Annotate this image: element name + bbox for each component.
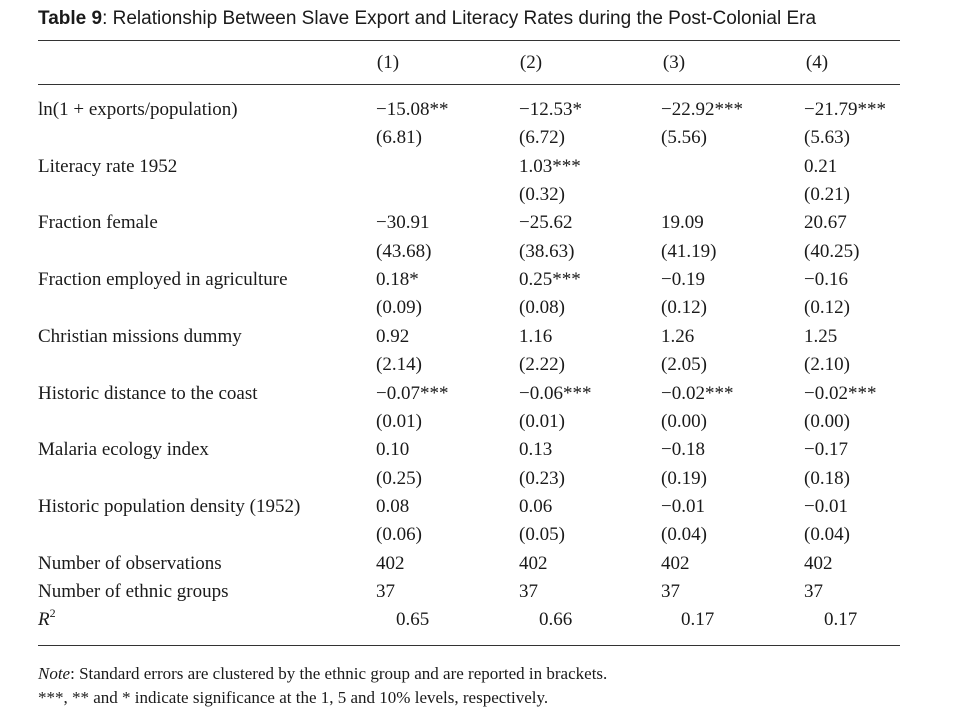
coefficient-cell: 0.21 <box>804 156 838 177</box>
stat-value-cell: 402 <box>804 553 833 574</box>
stat-value-cell: 402 <box>376 553 405 574</box>
standard-error-cell: (2.10) <box>804 354 850 375</box>
note-lead: Note <box>38 664 71 683</box>
coefficient-cell: 0.92 <box>376 326 410 347</box>
column-header: (2) <box>519 52 543 73</box>
coefficient-cell: −0.02*** <box>804 383 877 404</box>
standard-error-cell: (0.32) <box>519 184 565 205</box>
standard-error-cell: (2.05) <box>661 354 707 375</box>
standard-error-cell: (0.12) <box>661 297 707 318</box>
column-header: (1) <box>376 52 400 73</box>
coefficient-cell: 0.10 <box>376 439 410 460</box>
coefficient-cell: −30.91 <box>376 212 430 233</box>
coefficient-cell: −0.06*** <box>519 383 592 404</box>
coefficient-cell: −22.92*** <box>661 99 743 120</box>
r-squared-value-cell: 0.17 <box>824 609 858 630</box>
standard-error-cell: (6.72) <box>519 127 565 148</box>
stat-value-cell: 402 <box>661 553 690 574</box>
standard-error-cell: (43.68) <box>376 241 432 262</box>
stat-value-cell: 37 <box>376 581 395 602</box>
r-squared-value-cell: 0.66 <box>539 609 573 630</box>
standard-error-cell: (6.81) <box>376 127 422 148</box>
standard-error-cell: (40.25) <box>804 241 860 262</box>
coefficient-cell: −0.16 <box>804 269 848 290</box>
standard-error-cell: (0.04) <box>661 524 707 545</box>
row-label: Malaria ecology index <box>38 439 209 460</box>
standard-error-cell: (0.05) <box>519 524 565 545</box>
row-label: Christian missions dummy <box>38 326 242 347</box>
coefficient-cell: 0.06 <box>519 496 553 517</box>
coefficient-cell: −0.19 <box>661 269 705 290</box>
coefficient-cell: 0.13 <box>519 439 553 460</box>
stat-label: Number of observations <box>38 553 222 574</box>
coefficient-cell: −0.18 <box>661 439 705 460</box>
coefficient-cell: 0.08 <box>376 496 410 517</box>
coefficient-cell: 1.26 <box>661 326 695 347</box>
coefficient-cell: 1.16 <box>519 326 553 347</box>
standard-error-cell: (41.19) <box>661 241 717 262</box>
coefficient-cell: −0.01 <box>804 496 848 517</box>
bottom-rule <box>38 645 900 646</box>
standard-error-cell: (5.56) <box>661 127 707 148</box>
coefficient-cell: −0.02*** <box>661 383 734 404</box>
coefficient-cell: −25.62 <box>519 212 573 233</box>
standard-error-cell: (0.25) <box>376 468 422 489</box>
standard-error-cell: (2.22) <box>519 354 565 375</box>
row-label: Historic population density (1952) <box>38 496 301 517</box>
standard-error-cell: (0.00) <box>661 411 707 432</box>
row-label: ln(1 + exports/population) <box>38 99 238 120</box>
r-squared-value-cell: 0.65 <box>396 609 430 630</box>
coefficient-cell: 20.67 <box>804 212 847 233</box>
stat-label: Number of ethnic groups <box>38 581 229 602</box>
standard-error-cell: (0.06) <box>376 524 422 545</box>
row-label: Fraction female <box>38 212 158 233</box>
table-caption: : Relationship Between Slave Export and … <box>102 8 817 29</box>
standard-error-cell: (0.01) <box>519 411 565 432</box>
standard-error-cell: (0.21) <box>804 184 850 205</box>
standard-error-cell: (0.09) <box>376 297 422 318</box>
standard-error-cell: (0.12) <box>804 297 850 318</box>
coefficient-cell: 0.25*** <box>519 269 581 290</box>
r-squared-label: R2 <box>38 606 56 632</box>
standard-error-cell: (0.18) <box>804 468 850 489</box>
standard-error-cell: (38.63) <box>519 241 575 262</box>
column-header: (4) <box>805 52 829 73</box>
coefficient-cell: 1.25 <box>804 326 838 347</box>
standard-error-cell: (0.01) <box>376 411 422 432</box>
standard-error-cell: (0.00) <box>804 411 850 432</box>
r-squared-value-cell: 0.17 <box>681 609 715 630</box>
standard-error-cell: (0.08) <box>519 297 565 318</box>
coefficient-cell: −0.07*** <box>376 383 449 404</box>
column-header: (3) <box>662 52 686 73</box>
coefficient-cell: −15.08** <box>376 99 449 120</box>
coefficient-cell: −0.01 <box>661 496 705 517</box>
coefficient-cell: 19.09 <box>661 212 704 233</box>
r-squared-exponent: 2 <box>49 606 56 620</box>
table-number: Table 9 <box>38 8 103 29</box>
row-label: Historic distance to the coast <box>38 383 258 404</box>
coefficient-cell: −0.17 <box>804 439 848 460</box>
stat-value-cell: 37 <box>519 581 538 602</box>
standard-error-cell: (0.23) <box>519 468 565 489</box>
standard-error-cell: (0.04) <box>804 524 850 545</box>
stat-value-cell: 37 <box>804 581 823 602</box>
table-title: Table 9: Relationship Between Slave Expo… <box>38 6 918 32</box>
table-note-line-1: Note: Standard errors are clustered by t… <box>38 662 607 686</box>
row-label: Fraction employed in agriculture <box>38 269 288 290</box>
note-text: : Standard errors are clustered by the e… <box>70 664 608 683</box>
top-rule <box>38 40 900 41</box>
standard-error-cell: (2.14) <box>376 354 422 375</box>
stat-value-cell: 37 <box>661 581 680 602</box>
table-note-line-2: ***, ** and * indicate significance at t… <box>38 688 549 707</box>
coefficient-cell: 0.18* <box>376 269 419 290</box>
header-rule <box>38 84 900 85</box>
coefficient-cell: 1.03*** <box>519 156 581 177</box>
coefficient-cell: −12.53* <box>519 99 582 120</box>
standard-error-cell: (5.63) <box>804 127 850 148</box>
coefficient-cell: −21.79*** <box>804 99 886 120</box>
row-label: Literacy rate 1952 <box>38 156 178 177</box>
standard-error-cell: (0.19) <box>661 468 707 489</box>
r-squared-symbol: R <box>38 609 50 630</box>
stat-value-cell: 402 <box>519 553 548 574</box>
